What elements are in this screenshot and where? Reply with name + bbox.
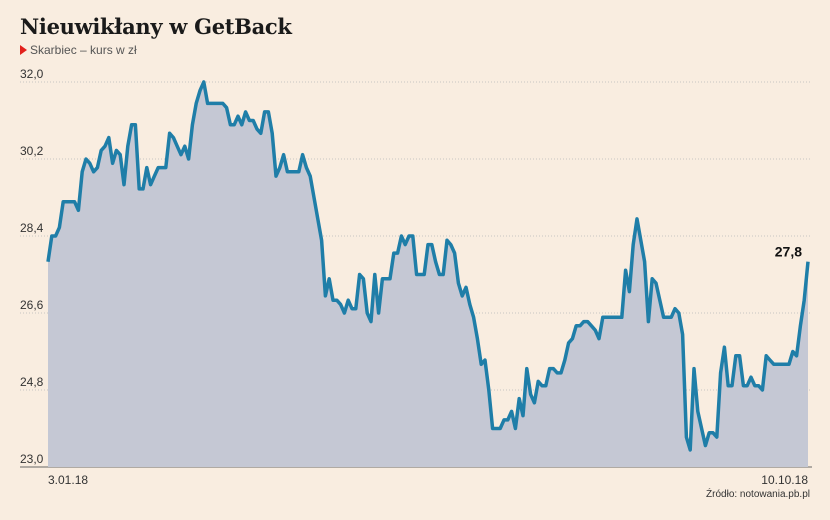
price-line	[46, 80, 810, 452]
source-note: Źródło: notowania.pb.pl	[706, 489, 810, 500]
chart-title: Nieuwikłany w GetBack	[20, 14, 292, 39]
subtitle-text: Skarbiec – kurs w zł	[30, 43, 137, 57]
y-tick-label: 30,2	[20, 144, 44, 158]
y-tick-label: 24,8	[20, 375, 44, 389]
y-tick-label: 32,0	[20, 67, 44, 81]
y-tick-label: 28,4	[20, 221, 44, 235]
x-label-first: 3.01.18	[48, 473, 88, 487]
y-tick-label: 23,0	[20, 452, 44, 466]
chart-subtitle: Skarbiec – kurs w zł	[20, 43, 137, 57]
x-label-last: 10.10.18	[761, 473, 808, 487]
last-value-label: 27,8	[775, 244, 802, 260]
y-tick-label: 26,6	[20, 298, 44, 312]
red-triangle-icon	[20, 45, 27, 55]
y-axis-ticks: 23,0 24,8 26,6 28,4 30,2 32,0	[20, 67, 44, 466]
price-area	[48, 82, 808, 467]
